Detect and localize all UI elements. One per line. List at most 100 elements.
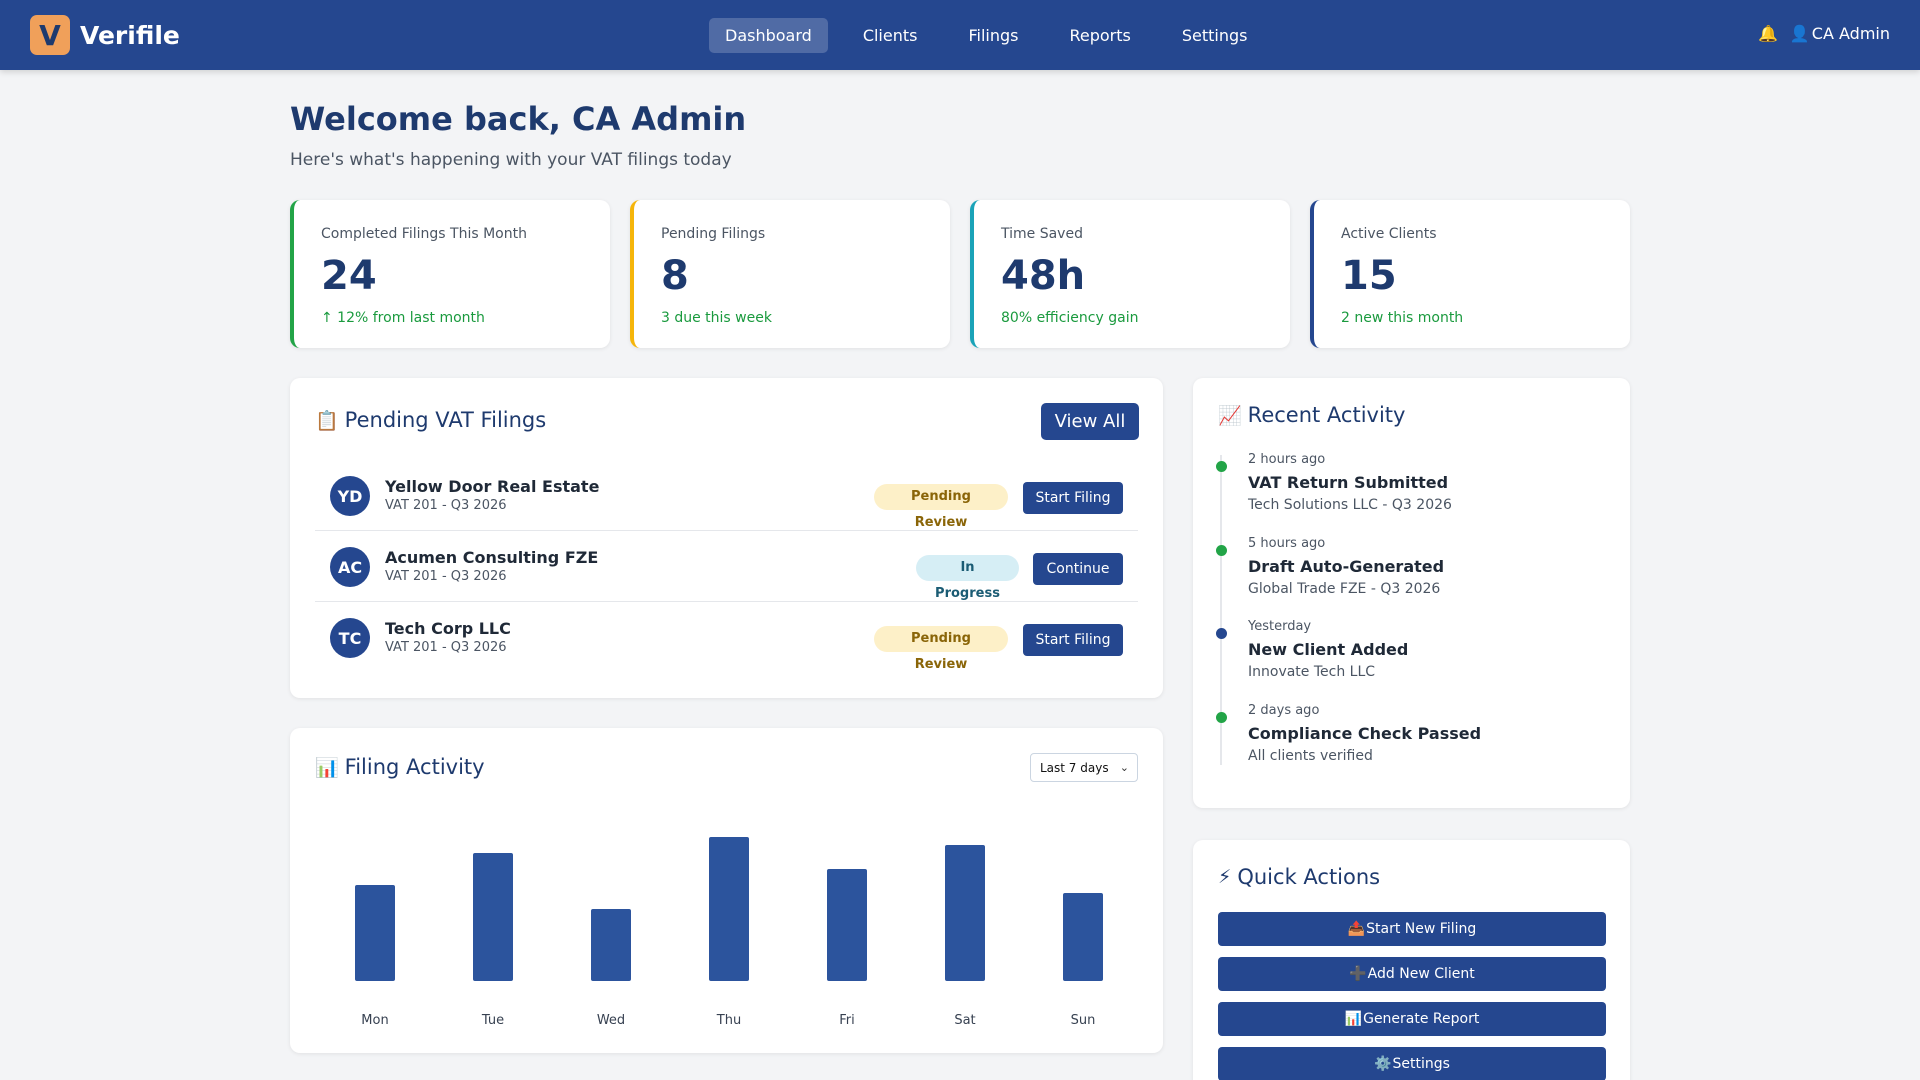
- panel-title: 📋 Pending VAT Filings: [315, 408, 546, 432]
- client-avatar: TC: [330, 618, 370, 658]
- recent-activity-panel: 📈 Recent Activity 2 hours ago VAT Return …: [1193, 378, 1630, 808]
- filing-activity-panel: 📊 Filing Activity Last 7 days ⌄ Mon Tue We…: [290, 728, 1163, 1053]
- filing-type: VAT 201 - Q3 2026: [385, 498, 507, 513]
- panel-title: 📈 Recent Activity: [1218, 403, 1405, 427]
- x-tick-label: Fri: [839, 1013, 855, 1028]
- stat-card-completed: Completed Filings This Month 24 ↑ 12% fr…: [290, 200, 610, 348]
- date-range-value: Last 7 days: [1040, 760, 1109, 775]
- timeline-line: [1220, 455, 1222, 765]
- bar-mon: [355, 885, 395, 981]
- panel-title-text: Quick Actions: [1237, 865, 1381, 889]
- date-range-select[interactable]: Last 7 days ⌄: [1030, 753, 1138, 782]
- client-name: Yellow Door Real Estate: [385, 477, 600, 496]
- stat-value: 48h: [1001, 253, 1086, 299]
- nav-clients[interactable]: Clients: [862, 26, 918, 45]
- bar-chart-icon: 📊: [1344, 1011, 1363, 1027]
- timeline-dot: [1216, 545, 1227, 556]
- trend-chart-icon: 📈: [1218, 404, 1242, 427]
- client-name: Tech Corp LLC: [385, 619, 511, 638]
- stat-value: 24: [321, 253, 377, 299]
- bar-tue: [473, 853, 513, 981]
- settings-button[interactable]: ⚙️ Settings: [1218, 1047, 1606, 1080]
- bar-chart-icon: 📊: [315, 756, 339, 779]
- panel-title-text: Recent Activity: [1247, 403, 1406, 427]
- activity-title: VAT Return Submitted: [1248, 473, 1449, 492]
- start-filing-button[interactable]: Start Filing: [1023, 624, 1123, 656]
- gear-icon: ⚙️: [1374, 1056, 1392, 1072]
- activity-desc: Global Trade FZE - Q3 2026: [1248, 581, 1441, 597]
- nav-filings[interactable]: Filings: [968, 26, 1019, 45]
- clipboard-icon: 📋: [315, 409, 339, 432]
- generate-report-button[interactable]: 📊 Generate Report: [1218, 1002, 1606, 1036]
- x-tick-label: Wed: [597, 1013, 625, 1028]
- lightning-icon: ⚡: [1218, 866, 1232, 888]
- stat-label: Completed Filings This Month: [321, 226, 527, 242]
- stat-note: 3 due this week: [661, 310, 772, 326]
- stat-value: 8: [661, 253, 689, 299]
- page-subtitle: Here's what's happening with your VAT fi…: [290, 150, 732, 170]
- filing-type: VAT 201 - Q3 2026: [385, 640, 507, 655]
- activity-desc: Tech Solutions LLC - Q3 2026: [1248, 497, 1452, 513]
- panel-title-text: Filing Activity: [344, 755, 485, 779]
- status-badge: Pending Review: [874, 626, 1008, 672]
- activity-time: 2 hours ago: [1248, 452, 1326, 467]
- timeline-dot: [1216, 628, 1227, 639]
- client-name: Acumen Consulting FZE: [385, 548, 599, 567]
- user-area: 🔔 👤 CA Admin: [1758, 24, 1890, 43]
- timeline-dot: [1216, 461, 1227, 472]
- start-new-filing-button[interactable]: 📤 Start New Filing: [1218, 912, 1606, 946]
- activity-desc: All clients verified: [1248, 748, 1373, 764]
- stat-note: 80% efficiency gain: [1001, 310, 1139, 326]
- panel-title: 📊 Filing Activity: [315, 755, 485, 779]
- x-tick-label: Tue: [481, 1013, 504, 1028]
- activity-time: Yesterday: [1248, 619, 1312, 634]
- bar-sat: [945, 845, 985, 981]
- filing-row: TC Tech Corp LLC VAT 201 - Q3 2026 Pendi…: [315, 602, 1138, 673]
- stat-note: ↑ 12% from last month: [321, 310, 485, 326]
- activity-title: New Client Added: [1248, 640, 1409, 659]
- status-badge: In Progress: [916, 555, 1019, 601]
- bar-wed: [591, 909, 631, 981]
- activity-time: 2 days ago: [1248, 703, 1320, 718]
- stat-note: 2 new this month: [1341, 310, 1464, 326]
- app-logo[interactable]: V Verifile: [30, 15, 180, 55]
- logo-mark: V: [30, 15, 70, 55]
- user-icon: 👤: [1789, 24, 1810, 43]
- quick-actions-panel: ⚡ Quick Actions 📤 Start New Filing ➕ Add N…: [1193, 840, 1630, 1080]
- panel-title-text: Pending VAT Filings: [344, 408, 547, 432]
- bar-thu: [709, 837, 749, 981]
- app-name: Verifile: [80, 20, 180, 50]
- button-label: Settings: [1392, 1056, 1450, 1072]
- continue-button[interactable]: Continue: [1033, 553, 1123, 585]
- filing-type: VAT 201 - Q3 2026: [385, 569, 507, 584]
- stat-card-time-saved: Time Saved 48h 80% efficiency gain: [970, 200, 1290, 348]
- main-nav: Dashboard Clients Filings Reports Settin…: [709, 18, 1282, 53]
- panel-title: ⚡ Quick Actions: [1218, 865, 1380, 889]
- client-avatar: YD: [330, 476, 370, 516]
- stat-value: 15: [1341, 253, 1397, 299]
- view-all-button[interactable]: View All: [1041, 403, 1139, 440]
- bar-sun: [1063, 893, 1103, 981]
- filing-activity-chart: Mon Tue Wed Thu Fri Sat Sun: [355, 837, 1103, 1028]
- bell-icon[interactable]: 🔔: [1757, 24, 1778, 43]
- x-tick-label: Thu: [716, 1013, 741, 1028]
- page-title: Welcome back, CA Admin: [290, 100, 747, 138]
- start-filing-button[interactable]: Start Filing: [1023, 482, 1123, 514]
- user-menu[interactable]: CA Admin: [1811, 24, 1890, 43]
- top-navbar: V Verifile Dashboard Clients Filings Rep…: [0, 0, 1920, 70]
- status-badge: Pending Review: [874, 484, 1008, 530]
- plus-icon: ➕: [1349, 966, 1367, 982]
- pending-filings-panel: 📋 Pending VAT Filings View All YD Yellow…: [290, 378, 1163, 698]
- timeline-dot: [1216, 712, 1227, 723]
- nav-settings[interactable]: Settings: [1181, 26, 1248, 45]
- add-new-client-button[interactable]: ➕ Add New Client: [1218, 957, 1606, 991]
- stat-card-active-clients: Active Clients 15 2 new this month: [1310, 200, 1630, 348]
- client-avatar: AC: [330, 547, 370, 587]
- button-label: Generate Report: [1363, 1011, 1480, 1027]
- stat-label: Pending Filings: [661, 226, 766, 242]
- filing-row: AC Acumen Consulting FZE VAT 201 - Q3 20…: [315, 531, 1138, 602]
- activity-title: Compliance Check Passed: [1248, 724, 1482, 743]
- bar-fri: [827, 869, 867, 981]
- nav-reports[interactable]: Reports: [1069, 26, 1131, 45]
- nav-dashboard[interactable]: Dashboard: [709, 18, 828, 53]
